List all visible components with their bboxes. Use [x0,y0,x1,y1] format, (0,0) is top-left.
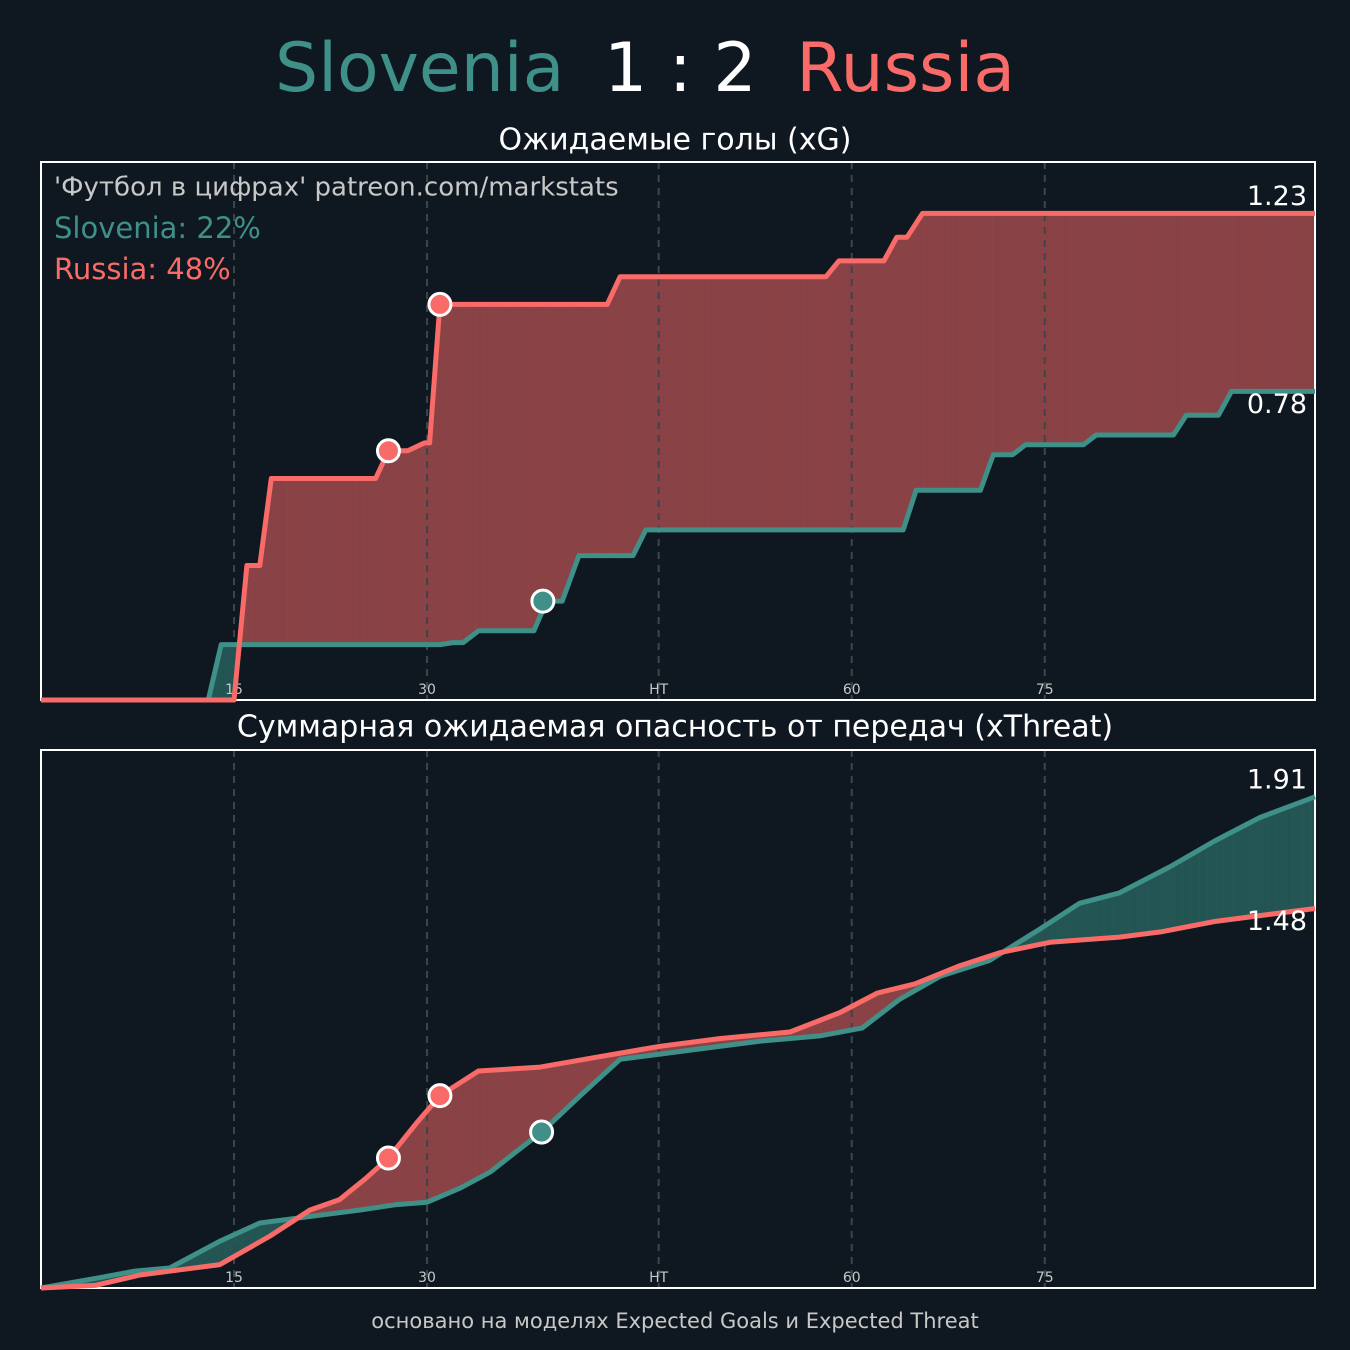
annotation: 'Футбол в цифрах' patreon.com/markstats [54,173,619,203]
x-tick-label: 30 [418,1270,436,1286]
plot-frame [40,749,1316,1289]
x-tick-label: 75 [1036,1270,1054,1286]
end-value-label: 1.23 [1247,181,1307,212]
goal-marker [427,1083,453,1109]
x-tick-label: HT [649,682,669,698]
x-tick-label: 60 [843,1270,861,1286]
x-tick-label: 75 [1036,682,1054,698]
goal-marker [375,438,401,464]
footer: основано на моделях Expected Goals и Exp… [371,1309,978,1333]
x-tick-label: HT [649,1270,669,1286]
annotation: Slovenia: 22% [54,211,261,245]
score: 1 : 2 [604,29,757,108]
end-value-label: 1.48 [1247,906,1307,937]
series-line [40,906,1316,1291]
goal-marker [530,588,556,614]
series-line [40,794,1316,1291]
chart-subtitle: Суммарная ожидаемая опасность от передач… [237,710,1113,745]
match-title: Slovenia 1 : 2 Russia [275,29,1015,108]
plot-frame [40,161,1316,701]
x-tick-label: 15 [225,1270,243,1286]
series-line [41,210,1315,703]
x-tick-label: 60 [843,682,861,698]
home-team: Slovenia [275,29,564,108]
goal-marker [427,291,453,317]
away-team: Russia [796,29,1015,108]
end-value-label: 0.78 [1247,389,1307,420]
chart-subtitle: Ожидаемые голы (xG) [499,123,852,158]
x-tick-label: 30 [418,682,436,698]
goal-marker [375,1145,401,1171]
series-line [41,388,1315,703]
goal-marker [529,1119,555,1145]
end-value-label: 1.91 [1247,764,1307,795]
annotation: Russia: 48% [54,252,231,286]
